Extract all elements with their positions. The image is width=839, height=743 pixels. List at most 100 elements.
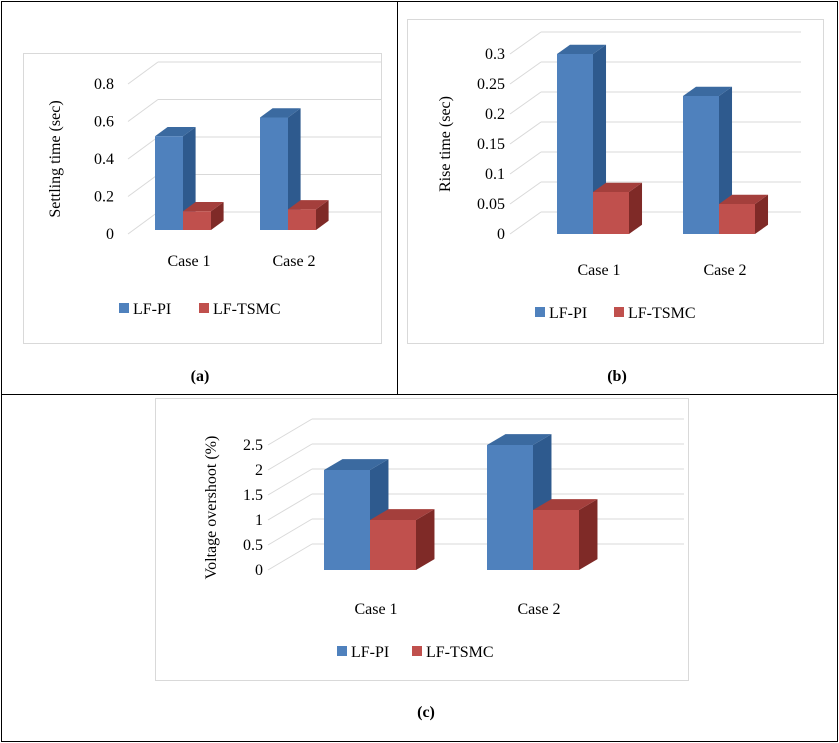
y-tick-label: 0.5 — [243, 537, 263, 554]
gridline-diagonal — [509, 61, 542, 85]
legend-swatch — [412, 646, 422, 656]
bar-side — [316, 200, 329, 230]
y-tick-label: 0.3 — [485, 46, 505, 63]
bar-lftsmc-case2 — [288, 200, 329, 230]
chart-b: 0 0.05 0.1 0.15 0.2 0.25 0.3 Rise time (sec) Cas… — [437, 31, 801, 322]
chart-c-frame: 0 0.5 1 1.5 2 2.5 Voltage overshoot (%) Case 1 C… — [155, 398, 689, 681]
bar-top — [557, 44, 607, 54]
gridline-diagonal — [509, 151, 542, 175]
chart-b-frame: 0 0.05 0.1 0.15 0.2 0.25 0.3 Rise time (sec) Cas… — [407, 19, 824, 344]
legend-swatch — [337, 646, 347, 656]
y-tick-label: 0.2 — [485, 106, 505, 123]
legend-label: LF-TSMC — [213, 301, 281, 318]
gridline-diagonal — [127, 211, 159, 235]
bar-top — [260, 108, 301, 118]
gridline-diagonal — [509, 91, 542, 115]
legend-swatch — [535, 307, 545, 317]
y-tick-label: 0.2 — [94, 189, 114, 206]
gridline-diagonal — [509, 211, 542, 235]
legend-label: LF-PI — [549, 305, 587, 322]
bar-top — [533, 499, 598, 510]
bar-lftsmc-case1 — [593, 182, 643, 234]
gridline-diagonal — [509, 31, 542, 55]
category-label: Case 2 — [272, 253, 315, 270]
y-tick-label: 0 — [497, 226, 505, 243]
y-tick-label: 0.25 — [477, 76, 505, 93]
caption-c: (c) — [417, 704, 435, 721]
gridline-diagonal — [509, 121, 542, 145]
gridline-diagonal — [267, 418, 313, 446]
bar-side — [183, 127, 196, 230]
bar-top — [324, 459, 389, 470]
gridline-diagonal — [267, 493, 313, 521]
gridline-diagonal — [127, 136, 159, 160]
bar-lfpi-case2 — [260, 108, 301, 230]
y-tick-label: 0.1 — [485, 166, 505, 183]
legend-label: LF-TSMC — [628, 305, 696, 322]
y-tick-label: 0.4 — [94, 151, 114, 168]
bar-top — [593, 182, 643, 192]
gridline-diagonal — [509, 181, 542, 205]
bar-lfpi-case1 — [557, 44, 607, 234]
bar-lftsmc-case1 — [370, 509, 435, 570]
chart-a-frame: 0 0.2 0.4 0.6 0.8 Settling time (sec) Case 1 Ca… — [23, 53, 398, 344]
gridline-diagonal — [127, 99, 159, 122]
legend-label: LF-TSMC — [426, 644, 494, 661]
bar-top — [288, 200, 329, 210]
bar-top — [370, 509, 435, 520]
bar-front — [487, 445, 533, 570]
bar-top — [183, 202, 224, 212]
category-label: Case 1 — [167, 253, 210, 270]
bar-lftsmc-case2 — [533, 499, 598, 570]
panel-c: 0 0.5 1 1.5 2 2.5 Voltage overshoot (%) Case 1 C… — [1, 394, 838, 742]
y-axis-label: Voltage overshoot (%) — [203, 436, 220, 580]
bar-front — [593, 192, 629, 234]
bar-front — [260, 117, 288, 230]
y-tick-label: 1 — [255, 512, 263, 529]
category-label: Case 1 — [577, 262, 620, 279]
bar-front — [719, 204, 755, 234]
bar-top — [155, 127, 196, 137]
y-tick-label: 0 — [255, 562, 263, 579]
bar-side — [416, 509, 435, 570]
bar-front — [533, 510, 579, 570]
gridline-diagonal — [267, 443, 313, 471]
category-label: Case 2 — [517, 601, 560, 618]
y-tick-label: 1.5 — [243, 487, 263, 504]
bar-front — [183, 211, 211, 230]
category-label: Case 2 — [703, 262, 746, 279]
gridline-diagonal — [267, 468, 313, 496]
gridline-diagonal — [127, 61, 159, 85]
bar-front — [324, 470, 370, 570]
legend-swatch — [199, 303, 209, 313]
gridline-diagonal — [127, 174, 159, 197]
y-tick-label: 0.05 — [477, 196, 505, 213]
bar-side — [211, 202, 224, 230]
y-tick-label: 0 — [106, 226, 114, 243]
bar-side — [755, 194, 769, 234]
bar-side — [579, 499, 598, 570]
panel-a: 0 0.2 0.4 0.6 0.8 Settling time (sec) Case 1 Ca… — [1, 1, 398, 395]
panel-b: 0 0.05 0.1 0.15 0.2 0.25 0.3 Rise time (sec) Cas… — [397, 1, 838, 395]
bar-side — [288, 108, 301, 230]
bar-lftsmc-case1 — [183, 202, 224, 230]
bar-front — [288, 209, 316, 230]
y-tick-label: 2.5 — [243, 437, 263, 454]
legend-swatch — [119, 303, 129, 313]
bar-front — [155, 136, 183, 230]
legend-label: LF-PI — [351, 644, 389, 661]
gridline-diagonal — [267, 518, 313, 546]
y-tick-label: 0.6 — [94, 114, 114, 131]
bar-front — [557, 54, 593, 234]
y-axis-label: Rise time (sec) — [437, 96, 454, 192]
caption-b: (b) — [607, 368, 627, 385]
caption-a: (a) — [190, 368, 210, 385]
bar-lfpi-case1 — [155, 127, 196, 230]
category-label: Case 1 — [354, 601, 397, 618]
y-tick-label: 2 — [255, 462, 263, 479]
y-tick-label: 0.15 — [477, 136, 505, 153]
chart-a: 0 0.2 0.4 0.6 0.8 Settling time (sec) Case 1 Ca… — [47, 61, 398, 318]
bar-front — [683, 96, 719, 234]
bar-front — [370, 520, 416, 570]
legend-swatch — [614, 307, 624, 317]
